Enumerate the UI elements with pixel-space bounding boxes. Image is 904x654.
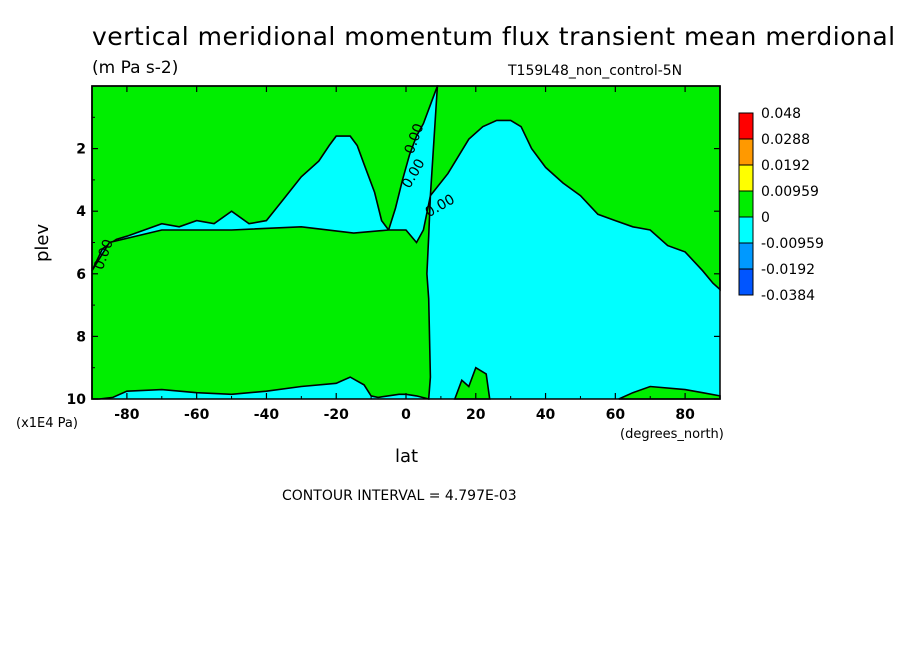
x-axis-label: lat — [395, 446, 419, 467]
x-tick-label: 0 — [401, 407, 411, 423]
filled-regions — [91, 85, 721, 401]
y-axis-units: (x1E4 Pa) — [16, 416, 78, 431]
x-tick-label: 40 — [536, 407, 556, 423]
colorbar-swatch — [738, 268, 754, 296]
x-tick-label: 60 — [606, 407, 626, 423]
colorbar-label: 0.0192 — [761, 158, 810, 174]
colorbar: 0.048 0.0288 0.0192 0.00959 0 -0.00959 -0.0192… — [738, 106, 824, 304]
colorbar-swatch — [738, 138, 754, 166]
colorbar-label: 0 — [761, 210, 770, 226]
region-positive-0 — [91, 85, 439, 272]
axis-ticks: -80 -60 -40 -20 0 20 40 60 80 2 4 6 8 10 — [67, 86, 721, 423]
colorbar-label: 0.048 — [761, 106, 801, 122]
x-tick-label: -20 — [324, 407, 350, 423]
run-label: T159L48_non_control-5N — [508, 63, 683, 79]
colorbar-swatch — [738, 164, 754, 192]
colorbar-swatch — [738, 216, 754, 244]
chart-units: (m Pa s-2) — [92, 58, 179, 78]
y-tick-label: 6 — [76, 267, 86, 283]
y-tick-label: 8 — [76, 329, 86, 345]
colorbar-label: 0.00959 — [761, 184, 819, 200]
x-tick-label: 80 — [675, 407, 695, 423]
region-positive-1 — [91, 195, 432, 401]
x-tick-label: -60 — [184, 407, 210, 423]
y-tick-label: 2 — [76, 142, 86, 158]
contour-interval: CONTOUR INTERVAL = 4.797E-03 — [282, 488, 517, 504]
colorbar-label: 0.0288 — [761, 132, 810, 148]
y-tick-label: 4 — [76, 204, 86, 220]
colorbar-swatch — [738, 112, 754, 140]
x-tick-label: 20 — [466, 407, 486, 423]
colorbar-swatch — [738, 190, 754, 218]
x-axis-units: (degrees_north) — [620, 427, 724, 442]
region-positive-2 — [429, 85, 721, 292]
plot-frame — [91, 85, 721, 400]
colorbar-label: -0.0384 — [761, 288, 815, 304]
x-tick-label: -40 — [254, 407, 280, 423]
colorbar-label: -0.00959 — [761, 236, 824, 252]
colorbar-label: -0.0192 — [761, 262, 815, 278]
colorbar-swatch — [738, 242, 754, 270]
chart-title: vertical meridional momentum flux transi… — [92, 22, 896, 51]
x-tick-label: -80 — [114, 407, 140, 423]
y-tick-label: 10 — [67, 392, 87, 408]
